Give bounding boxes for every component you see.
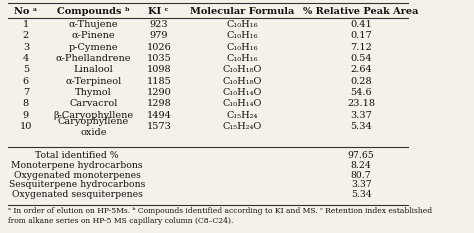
Text: 2.64: 2.64: [350, 65, 372, 74]
Text: α-Pinene: α-Pinene: [72, 31, 115, 40]
Text: α-Thujene: α-Thujene: [69, 20, 118, 29]
Text: Molecular Formula: Molecular Formula: [191, 7, 295, 16]
Text: β-Caryophyllene: β-Caryophyllene: [53, 111, 134, 120]
Text: 9: 9: [23, 111, 29, 120]
Text: 1573: 1573: [146, 122, 171, 131]
Text: Monoterpene hydrocarbons: Monoterpene hydrocarbons: [11, 161, 143, 170]
Text: C₁₀H₁₈O: C₁₀H₁₈O: [223, 77, 262, 86]
Text: Compounds ᵇ: Compounds ᵇ: [57, 7, 130, 16]
Text: 2: 2: [23, 31, 29, 40]
Text: Oxygenated sesquiterpenes: Oxygenated sesquiterpenes: [11, 190, 143, 199]
Text: C₁₀H₁₆: C₁₀H₁₆: [227, 54, 258, 63]
Text: 0.54: 0.54: [350, 54, 372, 63]
Text: 5: 5: [23, 65, 29, 74]
Text: 1098: 1098: [146, 65, 171, 74]
Text: 3.37: 3.37: [350, 111, 372, 120]
Text: 6: 6: [23, 77, 29, 86]
Text: 1185: 1185: [146, 77, 171, 86]
Text: 1035: 1035: [146, 54, 171, 63]
Text: C₁₅H₂₄: C₁₅H₂₄: [227, 111, 258, 120]
Text: 0.17: 0.17: [350, 31, 372, 40]
Text: 923: 923: [149, 20, 168, 29]
Text: 1026: 1026: [146, 43, 171, 51]
Text: 979: 979: [149, 31, 168, 40]
Text: 10: 10: [20, 122, 32, 131]
Text: 1494: 1494: [146, 111, 171, 120]
Text: 7.12: 7.12: [350, 43, 372, 51]
Text: C₁₀H₁₄O: C₁₀H₁₄O: [223, 99, 262, 108]
Text: 97.65: 97.65: [348, 151, 374, 160]
Text: 7: 7: [23, 88, 29, 97]
Text: 1290: 1290: [146, 88, 171, 97]
Text: Total identified %: Total identified %: [35, 151, 119, 160]
Text: p-Cymene: p-Cymene: [69, 43, 118, 51]
Text: Oxygenated monoterpenes: Oxygenated monoterpenes: [14, 171, 140, 180]
Text: 0.41: 0.41: [350, 20, 372, 29]
Text: Carvacrol: Carvacrol: [69, 99, 118, 108]
Text: C₁₀H₁₆: C₁₀H₁₆: [227, 20, 258, 29]
Text: 4: 4: [23, 54, 29, 63]
Text: 1298: 1298: [146, 99, 171, 108]
Text: 3: 3: [23, 43, 29, 51]
Text: 3.37: 3.37: [351, 180, 372, 189]
Text: 8.24: 8.24: [351, 161, 372, 170]
Text: C₁₀H₁₄O: C₁₀H₁₄O: [223, 88, 262, 97]
Text: C₁₀H₁₆: C₁₀H₁₆: [227, 43, 258, 51]
Text: 54.6: 54.6: [350, 88, 372, 97]
Text: C₁₀H₁₈O: C₁₀H₁₈O: [223, 65, 262, 74]
Text: 5.34: 5.34: [350, 122, 372, 131]
Text: Sesquiterpene hydrocarbons: Sesquiterpene hydrocarbons: [9, 180, 145, 189]
Text: 8: 8: [23, 99, 29, 108]
Text: α-Terpineol: α-Terpineol: [65, 77, 121, 86]
Text: 0.28: 0.28: [350, 77, 372, 86]
Text: KI ᶜ: KI ᶜ: [148, 7, 169, 16]
Text: 23.18: 23.18: [347, 99, 375, 108]
Text: ᵃ In order of elution on HP-5Ms. ᵇ Compounds identified according to KI and MS. : ᵃ In order of elution on HP-5Ms. ᵇ Compo…: [8, 207, 432, 225]
Text: C₁₀H₁₆: C₁₀H₁₆: [227, 31, 258, 40]
Text: 80.7: 80.7: [351, 171, 372, 180]
Text: α-Phellandrene: α-Phellandrene: [55, 54, 131, 63]
Text: 5.34: 5.34: [351, 190, 372, 199]
Text: No ᵃ: No ᵃ: [14, 7, 37, 16]
Text: Caryophyllene
oxide: Caryophyllene oxide: [58, 117, 129, 137]
Text: % Relative Peak Area: % Relative Peak Area: [303, 7, 419, 16]
Text: 1: 1: [23, 20, 29, 29]
Text: C₁₅H₂₄O: C₁₅H₂₄O: [223, 122, 262, 131]
Text: Linalool: Linalool: [73, 65, 113, 74]
Text: Thymol: Thymol: [75, 88, 112, 97]
